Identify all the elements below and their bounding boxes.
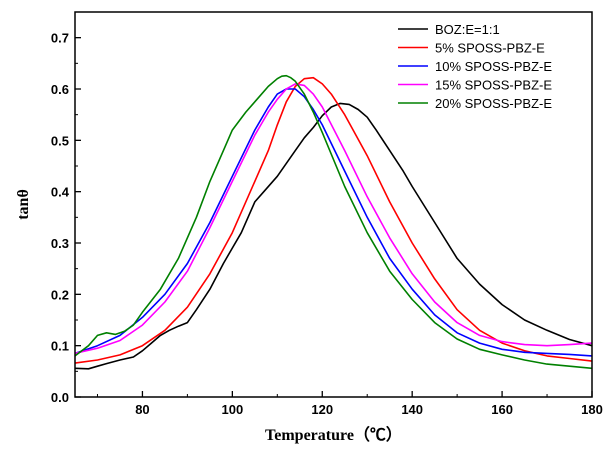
legend: BOZ:E=1:1 5% SPOSS-PBZ-E 10% SPOSS-PBZ-E 15… — [398, 22, 552, 111]
x-tick-label: 180 — [581, 402, 603, 417]
legend-label-3: 10% SPOSS-PBZ-E — [435, 59, 552, 74]
y-tick-label: 0.0 — [51, 390, 69, 405]
plot-frame — [74, 11, 593, 398]
series-line-1 — [74, 102, 593, 370]
plot-lines — [74, 74, 593, 370]
legend-label-5: 20% SPOSS-PBZ-E — [435, 96, 552, 111]
y-tick-label: 0.4 — [51, 185, 70, 200]
x-axis-title: Temperature（℃） — [265, 426, 402, 444]
y-tick-label: 0.6 — [51, 82, 69, 97]
x-tick-label: 80 — [135, 402, 149, 417]
x-tick-label: 120 — [311, 402, 333, 417]
x-tick-label: 160 — [491, 402, 513, 417]
y-tick-label: 0.2 — [51, 287, 69, 302]
x-tick-label: 140 — [401, 402, 423, 417]
y-tick-label: 0.1 — [51, 339, 69, 354]
y-tick-label: 0.5 — [51, 133, 69, 148]
y-axis-title: tanθ — [15, 189, 32, 220]
axes-ticks: 80 100 120 140 160 180 0.0 0.1 0.2 0.3 0.4 0.5 0.6 0.… — [51, 11, 603, 417]
y-tick-label: 0.7 — [51, 31, 69, 46]
series-line-4 — [74, 83, 593, 355]
y-tick-label: 0.3 — [51, 236, 69, 251]
series-line-5 — [74, 74, 593, 370]
legend-label-2: 5% SPOSS-PBZ-E — [435, 41, 545, 56]
x-tick-label: 100 — [221, 402, 243, 417]
legend-label-4: 15% SPOSS-PBZ-E — [435, 78, 552, 93]
legend-label-1: BOZ:E=1:1 — [435, 22, 500, 37]
series-line-2 — [74, 76, 593, 364]
